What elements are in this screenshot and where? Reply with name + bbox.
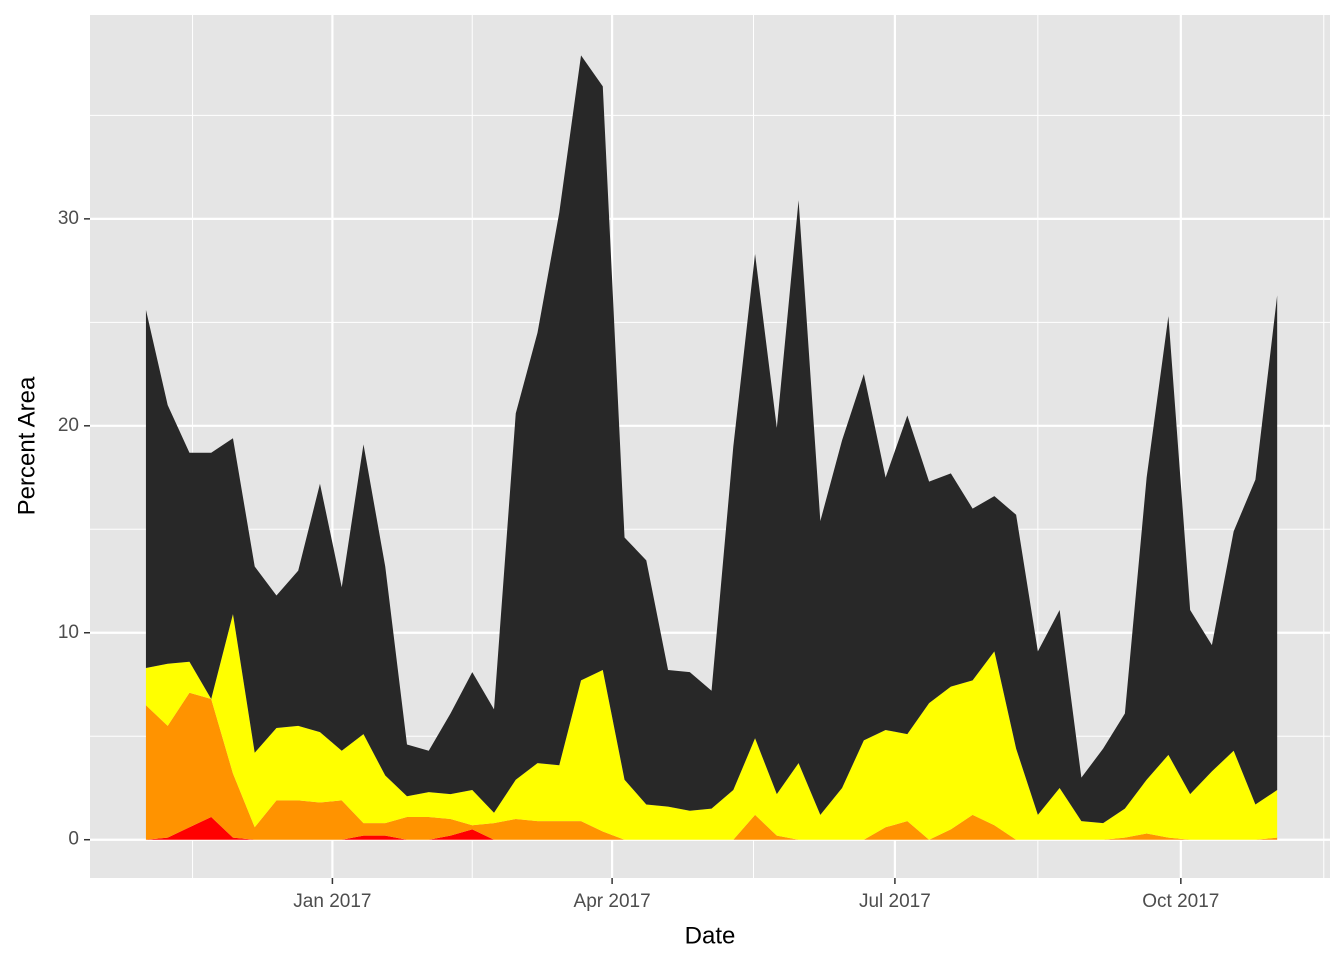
- x-tick-label: Jul 2017: [859, 891, 931, 912]
- y-tick-label: 10: [58, 622, 79, 643]
- area: [145, 614, 1278, 840]
- y-tick-label: 20: [58, 415, 79, 436]
- y-axis-title: Percent Area: [13, 376, 40, 515]
- x-axis-title: Date: [685, 922, 736, 949]
- axes: 0 10 20 30 Jan 2017 Apr 2017 Jul 2017 Oct 2017: [58, 208, 1220, 912]
- area: [145, 55, 1278, 824]
- x-tick-label: Jan 2017: [293, 891, 371, 912]
- y-tick-label: 30: [58, 208, 79, 229]
- marks: [145, 55, 1278, 840]
- y-tick-label: 0: [68, 829, 79, 850]
- x-tick-label: Apr 2017: [574, 891, 651, 912]
- x-tick-label: Oct 2017: [1142, 891, 1219, 912]
- area: [145, 692, 1278, 840]
